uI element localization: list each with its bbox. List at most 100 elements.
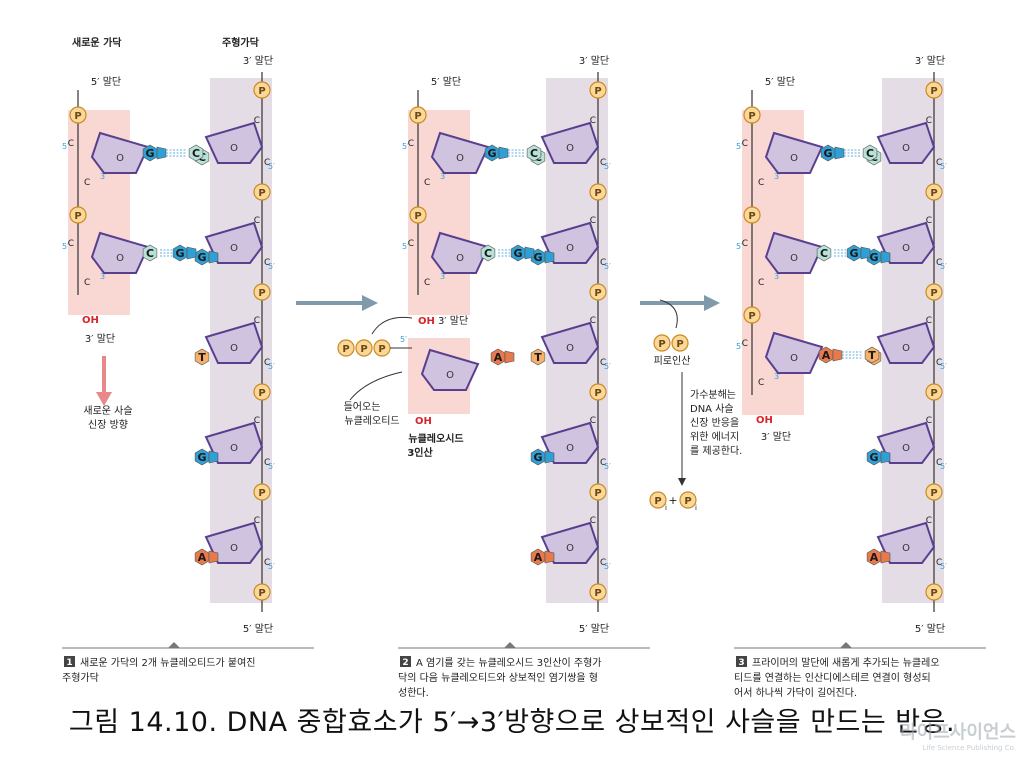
prime-5-label: 5′: [62, 242, 69, 251]
oxygen-label: O: [566, 443, 574, 454]
sugar-ring: [430, 131, 490, 174]
base-letter: C: [820, 247, 828, 260]
prime-5-label: 5′: [604, 162, 611, 171]
ntp-label-1: 뉴클레오시드: [408, 432, 463, 445]
carbon-label: C: [600, 158, 606, 168]
phosphate-circle: [355, 339, 373, 357]
phosphate-circle: [743, 206, 761, 224]
phosphate-label: P: [378, 344, 385, 355]
phosphate-label: P: [258, 388, 265, 399]
base-letter: G: [197, 451, 206, 464]
prime-3-label: 3′: [100, 272, 107, 281]
hydrolysis-arrowhead: [678, 478, 686, 486]
carbon-label: C: [936, 458, 942, 468]
template-sugar: O: [876, 121, 936, 164]
base-letter: C: [146, 247, 154, 260]
phosphate-label: P: [594, 388, 601, 399]
carbon-label: C: [926, 516, 932, 526]
base-letter: C: [866, 147, 874, 160]
phosphate-label: P: [594, 588, 601, 599]
base-ring: [862, 144, 878, 162]
new-phosphate: P: [743, 306, 761, 324]
base-ring: [526, 144, 542, 162]
oxygen-label: O: [566, 143, 574, 154]
phosphate-label: P: [930, 388, 937, 399]
oxygen-label: O: [456, 253, 464, 264]
sugar-ring: [204, 321, 264, 364]
base-letter: G: [145, 147, 154, 160]
panel3-3-end-label: 3′ 말단: [761, 431, 791, 443]
panel-caption-line: 티드를 연결하는 인산디에스테르 연결이 형성되: [734, 671, 931, 684]
new-phosphate: P: [69, 106, 87, 124]
sugar-ring: [204, 121, 264, 164]
pyrophosphate-p1: P: [653, 334, 671, 352]
carbon-label: C: [84, 178, 90, 188]
pi-sub: i: [695, 504, 697, 512]
base-ring: [864, 346, 880, 364]
prime-5-label: 5′: [268, 262, 275, 271]
sugar-ring: [430, 231, 490, 274]
base-ring: [530, 348, 546, 366]
base-letter: C: [192, 147, 200, 160]
new-sugar: O: [90, 231, 150, 274]
phosphate-circle: [253, 283, 271, 301]
phosphate-circle: [589, 583, 607, 601]
incoming-pointer: [349, 371, 403, 401]
sugar-ring: [540, 221, 600, 264]
prime-5-label: 5′: [940, 162, 947, 171]
template-base-a: A: [866, 548, 891, 566]
phosphate-circle: [925, 283, 943, 301]
base-ring: [188, 144, 204, 162]
phosphate-circle: [69, 106, 87, 124]
new-base-g: G: [820, 144, 845, 162]
carbon-label: C: [254, 316, 260, 326]
carbon-label: C: [254, 216, 260, 226]
template-base-g: G: [846, 244, 871, 262]
oxygen-label: O: [230, 143, 238, 154]
new-sugar: O: [764, 331, 824, 374]
panel-number-box: [400, 656, 411, 667]
prime-5-label: 5′: [400, 335, 407, 344]
base-letter: G: [197, 251, 206, 264]
new-sugar: O: [430, 131, 490, 174]
base-letter: G: [533, 251, 542, 264]
panel1-new-strand-title: 새로운 가닥: [72, 36, 122, 49]
carbon-label: C: [758, 278, 764, 288]
base-ring: [832, 348, 843, 362]
growth-direction-label-1: 새로운 사슬: [83, 405, 132, 417]
incoming-label-1: 들어오는: [344, 401, 381, 413]
carbon-label: C: [254, 116, 260, 126]
template-base-c: C: [862, 144, 878, 162]
prime-5-label: 5′: [940, 462, 947, 471]
prime-5-label: 5′: [268, 462, 275, 471]
prime-5-label: 5′: [62, 142, 69, 151]
prime-3-label: 3′: [774, 172, 781, 181]
base-ring: [544, 250, 555, 264]
phosphate-circle: [649, 491, 667, 509]
phosphate-circle: [337, 339, 355, 357]
carbon-label: C: [600, 358, 606, 368]
template-5-end-label: 5′ 말단: [579, 623, 609, 635]
prime-3-label: 3′: [774, 272, 781, 281]
phosphate-circle: [743, 306, 761, 324]
template-base-g: G: [530, 248, 555, 266]
phosphate-label: P: [930, 488, 937, 499]
pi-1: P: [649, 491, 667, 509]
oh-label: OH: [82, 315, 99, 326]
publisher-watermark: 라이프사이언스 Life Science Publishing Co.: [900, 718, 1016, 752]
base-letter: G: [823, 147, 832, 160]
phosphate-label: P: [594, 86, 601, 97]
template-phosphate: P: [925, 483, 943, 501]
carbon-label: C: [424, 178, 430, 188]
carbon-label: C: [926, 116, 932, 126]
template-phosphate: P: [925, 81, 943, 99]
new-phosphate: P: [69, 206, 87, 224]
oxygen-label: O: [566, 543, 574, 554]
panel-number: 3: [738, 658, 744, 668]
template-base-g: G: [866, 448, 891, 466]
carbon-label: C: [742, 139, 748, 149]
template-phosphate: P: [589, 483, 607, 501]
prime-3-label: 3′: [774, 372, 781, 381]
phosphate-circle: [925, 583, 943, 601]
template-5-end-label: 5′ 말단: [243, 623, 273, 635]
